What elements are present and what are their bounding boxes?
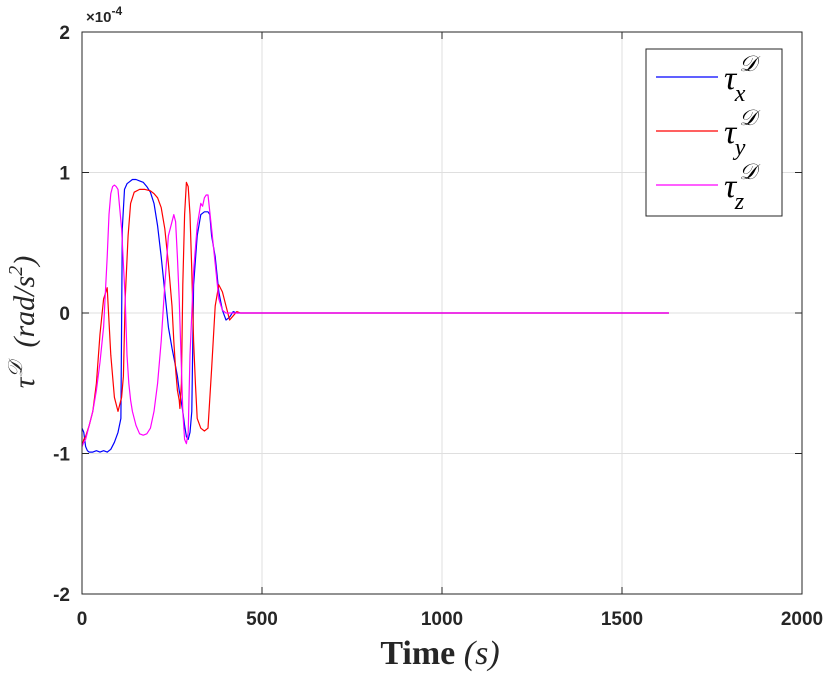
series-line-x [81,178,669,453]
x-tick-labels: 0 500 1000 1500 2000 [77,609,823,630]
series-lines [81,178,669,453]
series-line-y [81,181,669,447]
x-tick-label: 1000 [421,609,463,630]
y-tick-label: -2 [53,585,70,606]
y-tick-label: 1 [59,164,70,185]
legend-box [645,48,783,217]
y-tick-label: 0 [59,304,70,325]
y-tick-label: -1 [53,445,70,466]
x-tick-label: 2000 [781,609,823,630]
y-tick-label: 2 [59,23,70,44]
y-axis-label: τ𝒟(rad/s2) [5,256,41,388]
y-exponent: ×10-4 [86,4,122,26]
x-tick-label: 0 [77,609,88,630]
y-tick-labels: -2 -1 0 1 2 [53,23,70,606]
x-tick-label: 1500 [601,609,643,630]
series-line-z [81,184,669,447]
x-tick-label: 500 [246,609,278,630]
tick-marks [81,31,803,595]
x-axis-label: Time (s) [380,635,499,672]
